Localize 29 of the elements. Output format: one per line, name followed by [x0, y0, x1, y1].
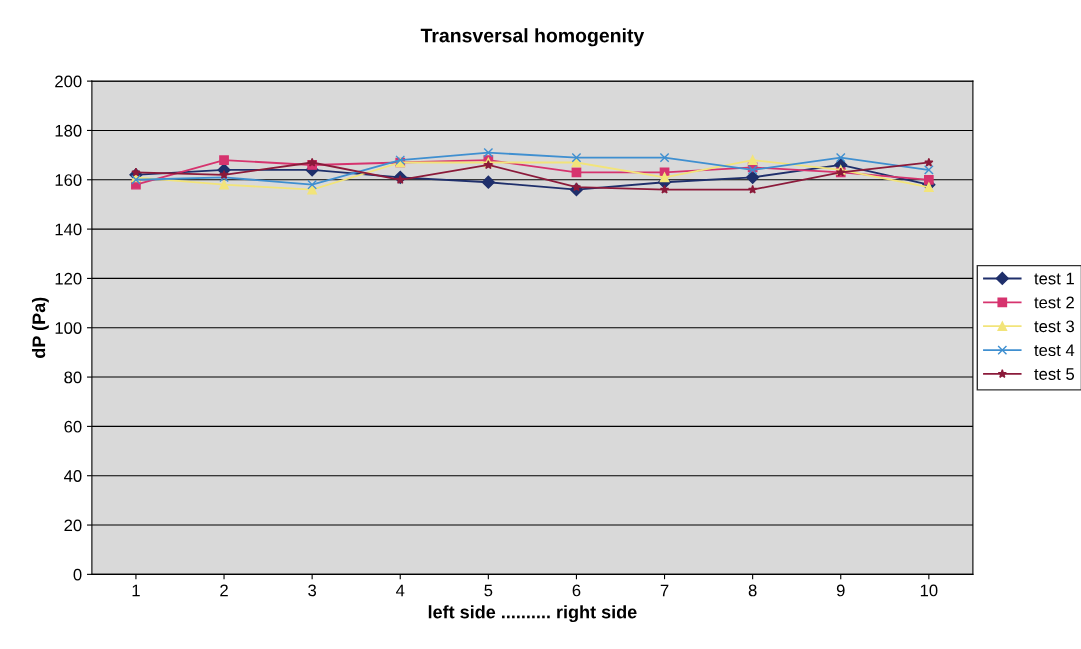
x-tick-label: 8 [748, 584, 757, 597]
chart-title: Transversal homogenity [420, 28, 645, 47]
y-tick-label: 100 [55, 322, 82, 334]
x-tick-label: 5 [484, 584, 493, 597]
y-axis-title: dP (Pa) [31, 297, 49, 358]
legend-label: test 3 [1034, 320, 1074, 333]
legend-label: test 5 [1034, 368, 1075, 380]
x-axis-title: left side .......... right side [428, 605, 637, 623]
y-tick-label: 200 [55, 75, 82, 88]
legend-label: test 2 [1034, 296, 1074, 309]
y-tick-label: 0 [73, 568, 82, 581]
x-tick-label: 9 [836, 584, 845, 597]
x-tick-label: 10 [920, 584, 938, 597]
x-tick-label: 1 [132, 584, 140, 597]
x-tick-label: 3 [308, 584, 317, 597]
legend-label: test 1 [1034, 272, 1074, 285]
y-tick-label: 120 [55, 272, 82, 285]
y-tick-label: 80 [64, 371, 82, 384]
y-tick-label: 20 [64, 519, 82, 532]
y-tick-label: 60 [64, 420, 82, 433]
y-tick-label: 160 [55, 174, 82, 186]
x-tick-label: 7 [660, 584, 669, 597]
y-tick-label: 180 [55, 124, 82, 137]
y-tick-label: 40 [64, 470, 82, 482]
x-tick-label: 4 [395, 584, 405, 597]
y-tick-label: 140 [55, 223, 82, 236]
x-tick-label: 2 [220, 584, 228, 597]
legend-label: test 4 [1034, 344, 1075, 357]
x-tick-label: 6 [572, 584, 581, 597]
